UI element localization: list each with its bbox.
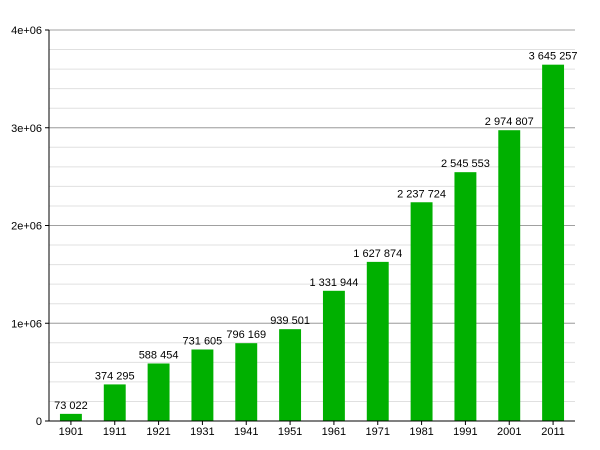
bar [366, 261, 389, 421]
bar [498, 130, 521, 421]
x-tick-label: 1931 [190, 426, 214, 438]
data-label: 73 022 [54, 400, 88, 412]
x-tick-label: 1941 [234, 426, 258, 438]
bar [191, 349, 214, 421]
y-tick-label: 3e+06 [11, 123, 42, 135]
bar [454, 172, 477, 421]
bars [59, 64, 565, 422]
bar [410, 202, 433, 421]
data-label: 731 605 [183, 335, 223, 347]
bar [542, 64, 565, 422]
bar [235, 343, 258, 421]
data-label: 374 295 [95, 370, 135, 382]
grid-lines [49, 29, 575, 422]
x-tick-label: 1911 [103, 426, 127, 438]
data-label: 588 454 [139, 349, 179, 361]
x-tick-label: 2001 [497, 426, 521, 438]
x-tick-label: 1981 [409, 426, 433, 438]
x-tick-label: 2011 [541, 426, 565, 438]
data-label: 2 974 807 [485, 116, 534, 128]
data-label: 1 331 944 [309, 277, 358, 289]
bar [322, 290, 345, 421]
x-tick-label: 1991 [453, 426, 477, 438]
bar [147, 363, 170, 421]
x-tick-label: 1901 [59, 426, 83, 438]
x-tick-label: 1951 [278, 426, 302, 438]
y-tick-label: 0 [36, 416, 42, 428]
bar [103, 384, 126, 421]
bar [59, 413, 82, 421]
data-label: 796 169 [226, 329, 266, 341]
y-tick-label: 4e+06 [11, 25, 42, 37]
y-tick-label: 1e+06 [11, 318, 42, 330]
data-label: 2 237 724 [397, 188, 446, 200]
data-label: 939 501 [270, 315, 310, 327]
data-label: 2 545 553 [441, 158, 490, 170]
bar [279, 329, 302, 421]
x-tick-label: 1971 [366, 426, 390, 438]
y-tick-label: 2e+06 [11, 221, 42, 233]
labels: 0 1e+06 2e+06 3e+06 4e+06 73 022 1901 374 295 19… [11, 25, 577, 438]
x-tick-label: 1961 [322, 426, 346, 438]
data-label: 3 645 257 [529, 51, 578, 63]
data-label: 1 627 874 [353, 248, 402, 260]
x-tick-label: 1921 [146, 426, 170, 438]
axes [45, 29, 575, 425]
